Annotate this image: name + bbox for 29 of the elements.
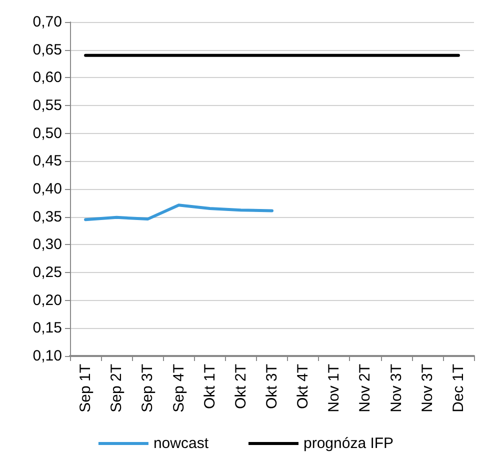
x-tick-label: Sep 3T — [139, 364, 156, 412]
x-tick-label: Okt 2T — [232, 364, 250, 410]
y-tick-label: 0,35 — [32, 208, 62, 226]
x-tick-label: Okt 3T — [264, 364, 280, 410]
x-tick-label: Okt 4T — [294, 364, 312, 410]
x-tick-label: Nov 1T — [326, 364, 343, 412]
line-series — [84, 204, 274, 222]
x-tick-label: Nov 2T — [356, 364, 374, 412]
legend-label: nowcast — [153, 435, 210, 452]
y-tick-label: 0,45 — [32, 152, 62, 170]
x-tick-label: Sep 2T — [108, 364, 126, 412]
y-tick-label: 0,15 — [32, 320, 62, 337]
y-tick-label: 0,30 — [32, 236, 62, 254]
y-tick-label: 0,25 — [32, 264, 62, 281]
y-tick-label: 0,70 — [32, 14, 62, 30]
y-tick-label: 0,20 — [32, 292, 62, 309]
y-tick-label: 0,55 — [32, 97, 62, 114]
x-tick-label: Dec 1T — [450, 364, 467, 412]
x-tick-label: Nov 3T — [388, 364, 405, 412]
y-tick-label: 0,65 — [32, 41, 62, 58]
y-tick-label: 0,10 — [32, 348, 62, 364]
x-tick-label: Sep 1T — [77, 364, 94, 412]
x-tick-label: Okt 1T — [201, 364, 218, 410]
x-tick-label: Nov 3T — [418, 364, 436, 412]
x-tick-label: Sep 4T — [170, 364, 188, 412]
y-tick-label: 0,40 — [32, 180, 62, 198]
y-tick-label: 0,50 — [32, 124, 62, 142]
legend-label: prognóza IFP — [303, 435, 394, 452]
y-tick-label: 0,60 — [32, 69, 62, 86]
